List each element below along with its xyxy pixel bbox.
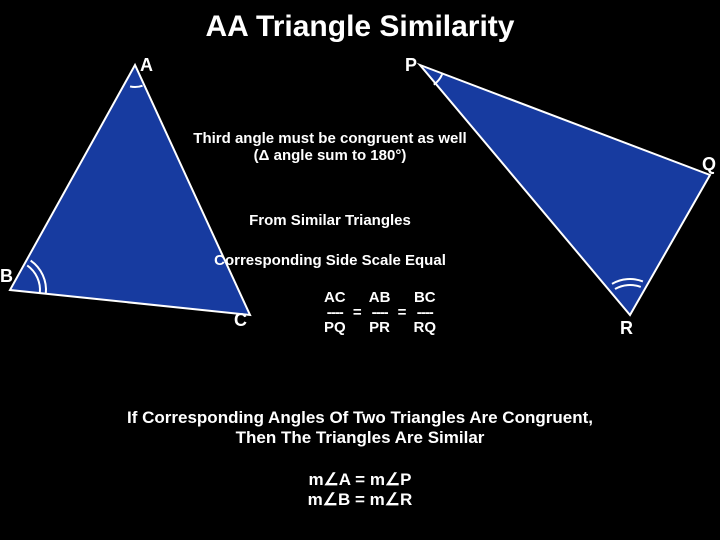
vertex-label-b: B <box>0 266 13 287</box>
text-conclusion: If Corresponding Angles Of Two Triangles… <box>60 408 660 448</box>
text-conclusion-l1: If Corresponding Angles Of Two Triangles… <box>127 408 593 427</box>
text-third-angle: Third angle must be congruent as well (Δ… <box>150 130 510 164</box>
triangle-pqr <box>395 60 715 325</box>
triangle-abc <box>5 60 255 320</box>
vertex-label-c: C <box>234 310 247 331</box>
page-title: AA Triangle Similarity <box>0 10 720 44</box>
eq-sign-1: = <box>350 304 365 321</box>
text-corresponding: Corresponding Side Scale Equal <box>180 252 480 269</box>
text-third-angle-l1: Third angle must be congruent as well <box>193 130 466 147</box>
text-third-angle-l2: (Δ angle sum to 180°) <box>254 147 407 164</box>
ratio-1: AC ---- PQ <box>324 290 346 335</box>
text-angle-equations: m∠A = m∠P m∠B = m∠R <box>260 470 460 510</box>
vertex-label-r: R <box>620 318 633 339</box>
text-conclusion-l2: Then The Triangles Are Similar <box>236 428 485 447</box>
eq-sign-2: = <box>395 304 410 321</box>
vertex-label-p: P <box>405 55 417 76</box>
ratio-2: AB ---- PR <box>369 290 391 335</box>
text-eq2: m∠B = m∠R <box>308 490 413 509</box>
text-eq1: m∠A = m∠P <box>308 470 411 489</box>
text-from-similar: From Similar Triangles <box>180 212 480 229</box>
vertex-label-a: A <box>140 55 153 76</box>
vertex-label-q: Q <box>702 154 716 175</box>
ratio-3: BC ---- RQ <box>414 290 437 335</box>
ratio-equation: AC ---- PQ = AB ---- PR = BC ---- RQ <box>270 290 490 335</box>
